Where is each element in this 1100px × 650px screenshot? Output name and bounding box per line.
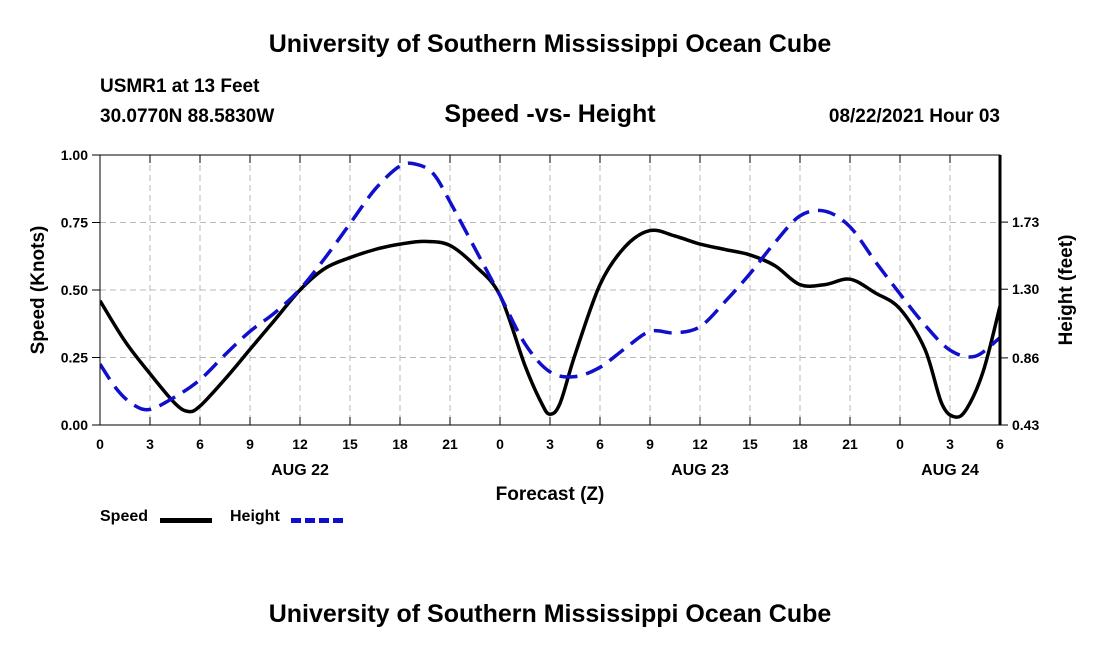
- x-tick-label: 3: [146, 436, 154, 452]
- series-line-height: [100, 161, 1000, 412]
- axis-ticks: [92, 154, 1008, 426]
- series-lines: [100, 161, 1000, 419]
- y2-tick-label: 0.86: [1012, 350, 1039, 366]
- footer-title: University of Southern Mississippi Ocean…: [268, 600, 832, 628]
- x-tick-label: 18: [792, 436, 808, 452]
- y-tick-label: 1.00: [61, 147, 88, 163]
- x-tick-label: 6: [596, 436, 604, 452]
- x-date-label: AUG 23: [671, 462, 729, 479]
- y-tick-label: 0.25: [61, 350, 88, 366]
- x-tick-label: 18: [392, 436, 408, 452]
- grid-lines: [100, 155, 1000, 425]
- x-tick-label: 9: [646, 436, 654, 452]
- y-tick-label: 0.00: [61, 417, 88, 433]
- x-tick-label: 6: [196, 436, 204, 452]
- y-tick-label: 0.75: [61, 215, 88, 231]
- x-axis-title: Forecast (Z): [496, 484, 605, 505]
- station-label: USMR1 at 13 Feet: [100, 76, 260, 97]
- y2-tick-label: 0.43: [1012, 417, 1039, 433]
- x-tick-label: 9: [246, 436, 254, 452]
- y2-axis-title: Height (feet): [1056, 235, 1077, 346]
- station-coordinates: 30.0770N 88.5830W: [100, 106, 275, 127]
- legend-label-speed: Speed: [100, 508, 149, 525]
- y2-tick-label: 1.30: [1012, 281, 1039, 297]
- axis-labels: 0 3 6 9 12 15 18 21 0 3 6 9 12 15 18 21 0 3 6 AUG 22 AUG 23 A…: [28, 147, 1077, 505]
- y-tick-label: 0.50: [61, 282, 88, 298]
- x-tick-label: 12: [292, 436, 308, 452]
- chart-title: Speed -vs- Height: [444, 100, 656, 128]
- x-date-label: AUG 22: [271, 462, 329, 479]
- x-tick-label: 6: [996, 436, 1004, 452]
- x-tick-label: 21: [442, 436, 458, 452]
- forecast-datetime: 08/22/2021 Hour 03: [828, 106, 1000, 127]
- x-tick-label: 15: [342, 436, 358, 452]
- x-date-label: AUG 24: [921, 462, 979, 479]
- x-tick-label: 3: [946, 436, 954, 452]
- x-tick-label: 12: [692, 436, 708, 452]
- x-tick-label: 21: [842, 436, 858, 452]
- y-axis-title: Speed (Knots): [28, 226, 49, 355]
- x-tick-label: 15: [742, 436, 758, 452]
- series-line-speed: [100, 228, 1000, 419]
- y2-tick-label: 1.73: [1012, 214, 1039, 230]
- legend-swatch-speed: [160, 518, 212, 523]
- x-tick-label: 3: [546, 436, 554, 452]
- legend-label-height: Height: [230, 508, 280, 525]
- x-tick-label: 0: [96, 436, 104, 452]
- x-tick-label: 0: [496, 436, 504, 452]
- x-tick-label: 0: [896, 436, 904, 452]
- legend-swatch-height: [291, 518, 343, 523]
- page-title: University of Southern Mississippi Ocean…: [268, 30, 832, 58]
